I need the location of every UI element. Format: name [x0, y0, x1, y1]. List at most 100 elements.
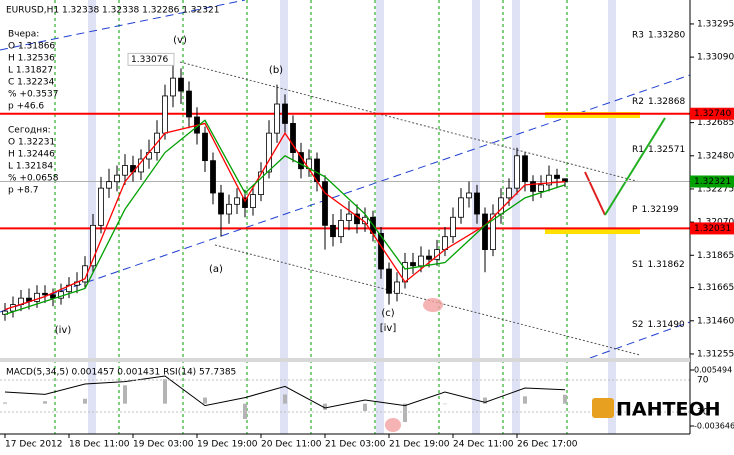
- pivot-label: P 1.32199: [632, 205, 679, 215]
- candle-body: [338, 220, 344, 238]
- candle-body: [458, 197, 464, 218]
- info-line: % +0.3537: [8, 90, 58, 100]
- candle-body: [538, 184, 544, 192]
- candle-body: [426, 255, 432, 260]
- pivot-label: S2 1.31490: [632, 319, 685, 329]
- pivot-label: R2 1.32868: [632, 97, 685, 107]
- macd-bar: [443, 403, 447, 405]
- info-line: L 1.31827: [8, 66, 53, 76]
- candle-body: [506, 187, 512, 199]
- trend-line: [214, 244, 641, 356]
- logo: ПАНТЕОН: [592, 398, 721, 421]
- rsi-tick-label: 70: [697, 376, 709, 386]
- session-band: [280, 0, 288, 434]
- macd-bar: [403, 403, 407, 423]
- pivot-name: P: [632, 205, 638, 215]
- candle-body: [234, 197, 240, 205]
- forecast-up: [604, 117, 666, 216]
- macd-bar: [83, 398, 87, 404]
- drawings: [0, 0, 691, 432]
- x-tick-label: 17 Dec 2012: [5, 440, 63, 450]
- candle-body: [394, 281, 400, 294]
- macd-bar: [243, 403, 247, 419]
- macd-tick-label: -0.003646: [694, 422, 734, 431]
- candle-body: [450, 216, 456, 238]
- candle-body: [218, 192, 224, 215]
- moving-average: [4, 122, 566, 311]
- y-tick-label: 1.33090: [697, 53, 734, 63]
- logo-text: ПАНТЕОН: [616, 399, 721, 421]
- candle-body: [162, 95, 168, 134]
- info-panel: Вчера: O 1.31866 H 1.32536 L 1.31827 C 1.322…: [8, 30, 59, 196]
- candle-body: [34, 292, 40, 302]
- candle-body: [170, 77, 176, 97]
- macd-bar: [523, 396, 527, 404]
- pivot-value: 1.31862: [647, 259, 684, 269]
- wave-label: (iv): [55, 325, 72, 336]
- wave-label: [iv]: [380, 323, 397, 334]
- x-tick-label: 21 Dec 03:00: [325, 440, 386, 450]
- macd-bar: [483, 397, 487, 404]
- price-level-box: [690, 222, 734, 235]
- pivot-label: R1 1.32571: [632, 145, 685, 155]
- candle-body: [90, 224, 96, 267]
- pivot-label: S1 1.31862: [632, 259, 685, 269]
- macd-bar: [3, 402, 7, 404]
- channel-line: [0, 74, 691, 313]
- rsi-tick-label: 30: [697, 408, 709, 418]
- candle-body: [530, 181, 536, 192]
- session-bands: [88, 0, 616, 434]
- candle-body: [562, 178, 568, 182]
- macd-bar: [43, 401, 47, 404]
- info-line: H 1.32446: [8, 150, 55, 160]
- x-tick-label: 19 Dec 19:00: [197, 440, 258, 450]
- candle-body: [482, 213, 488, 251]
- target-zone: [545, 228, 640, 234]
- wave-label: (c): [381, 308, 394, 319]
- candle-body: [490, 213, 496, 251]
- info-line: C 1.32234: [8, 78, 55, 88]
- candle-body: [114, 174, 120, 183]
- y-tick-label: 1.32480: [697, 151, 734, 161]
- x-tick-label: 21 Dec 19:00: [389, 440, 450, 450]
- candle-body: [418, 255, 424, 267]
- pivot-label: R3 1.33280: [632, 30, 685, 40]
- candle-body: [250, 194, 256, 208]
- session-band: [472, 0, 480, 434]
- y-tick-label: 1.31665: [697, 283, 734, 293]
- info-heading: Сегодня:: [8, 126, 51, 136]
- candle-body: [98, 187, 104, 226]
- candle-body: [202, 132, 208, 162]
- price-mark-label: 1.33076: [131, 55, 168, 65]
- info-line: p +46.6: [8, 102, 44, 112]
- plot: [0, 60, 690, 423]
- pivot-value: 1.32868: [648, 97, 685, 107]
- macd-bar: [123, 385, 127, 404]
- candle-body: [258, 171, 264, 196]
- candle-body: [378, 233, 384, 270]
- session-band: [88, 0, 96, 434]
- candle-body: [106, 181, 112, 189]
- macd-bar: [283, 394, 287, 404]
- candle-body: [226, 203, 232, 215]
- trend-line: [179, 61, 641, 183]
- pivot-name: S1: [632, 259, 643, 269]
- candle-body: [474, 192, 480, 215]
- candle-body: [266, 132, 272, 173]
- candle-body: [242, 197, 248, 208]
- pivot-value: 1.32199: [641, 205, 678, 215]
- y-tick-label: 1.31865: [697, 251, 734, 261]
- macd-bar: [323, 403, 327, 410]
- info-line: p +8.7: [8, 186, 38, 196]
- target-zone: [545, 112, 640, 118]
- macd-bar: [563, 394, 567, 404]
- candle-body: [554, 174, 560, 179]
- candle-body: [282, 103, 288, 124]
- candle-body: [42, 292, 48, 296]
- candle-body: [274, 103, 280, 134]
- info-line: O 1.31866: [8, 42, 55, 52]
- pivot-name: R2: [632, 97, 644, 107]
- price-mark-box: [127, 52, 175, 66]
- highlight: [385, 418, 401, 432]
